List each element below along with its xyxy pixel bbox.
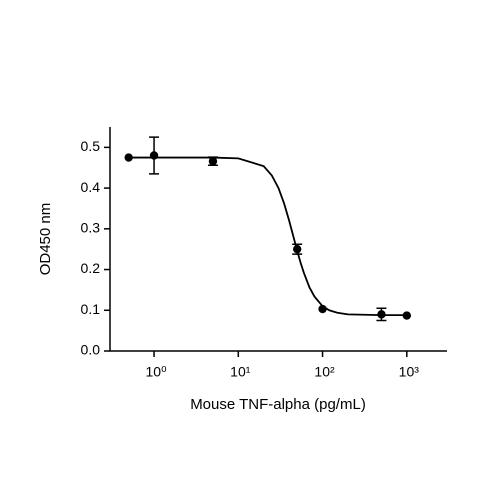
data-point (292, 244, 302, 254)
data-point (208, 157, 218, 166)
data-point (149, 151, 159, 160)
y-tick-label: 0.3 (81, 220, 101, 236)
y-tick-label: 0.5 (81, 138, 101, 154)
data-point (318, 304, 327, 314)
x-axis-title: Mouse TNF-alpha (pg/mL) (190, 396, 366, 413)
x-tick-label: 10⁰ (145, 364, 167, 380)
x-tick-label: 10¹ (230, 364, 251, 380)
y-tick-label: 0.4 (81, 179, 101, 195)
y-tick-label: 0.1 (81, 301, 101, 317)
data-point (377, 310, 386, 319)
y-tick-label: 0.2 (81, 260, 101, 276)
data-point (402, 311, 412, 320)
data-point (124, 153, 133, 162)
x-tick-label: 10² (314, 364, 335, 380)
y-tick-label: 0.0 (81, 342, 101, 358)
fit-curve (128, 156, 407, 317)
x-tick-label: 10³ (399, 364, 420, 380)
y-axis-title: OD450 nm (37, 203, 54, 276)
